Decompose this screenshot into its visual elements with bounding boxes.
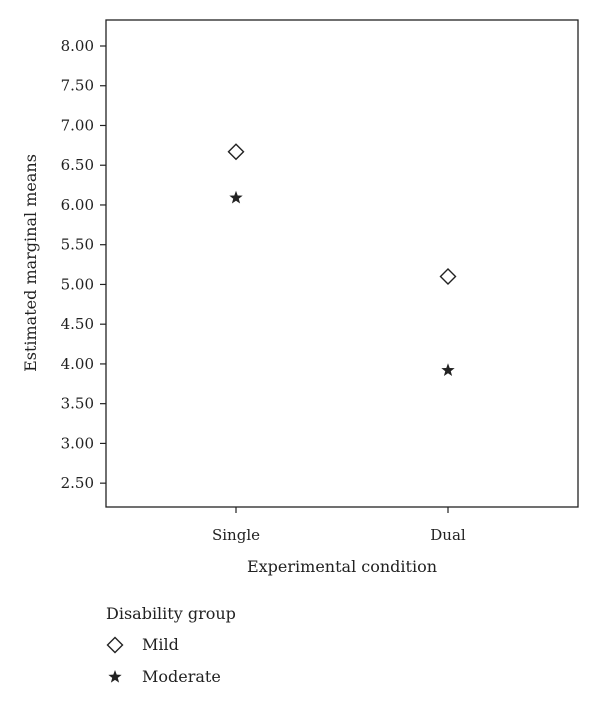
legend-title: Disability group (106, 604, 236, 623)
x-axis-ticks: Single Dual (212, 507, 466, 544)
diamond-icon (106, 636, 124, 654)
y-tick-label: 8.00 (61, 37, 94, 55)
y-axis-title: Estimated marginal means (21, 154, 40, 372)
y-tick-label: 6.50 (61, 156, 94, 174)
y-tick-label: 7.00 (61, 116, 94, 134)
legend-item-moderate: Moderate (108, 667, 221, 686)
y-tick-label: 7.50 (61, 77, 94, 95)
y-tick-label: 2.50 (61, 474, 94, 492)
y-tick-label: 3.00 (61, 434, 94, 452)
y-tick-label: 4.00 (61, 355, 94, 373)
star-point (229, 190, 243, 204)
series-mild (227, 143, 457, 285)
legend-items: Mild Moderate (106, 635, 221, 686)
diamond-point (227, 143, 245, 161)
y-tick-label: 5.00 (61, 275, 94, 293)
legend-label: Mild (142, 635, 179, 654)
series-moderate (229, 190, 455, 376)
y-axis-ticks: 2.50 3.00 3.50 4.00 4.50 5.00 5.50 6.00 6.50 7.00… (61, 37, 106, 492)
x-axis-title: Experimental condition (247, 557, 437, 576)
plot-area-border (105, 19, 579, 508)
data-points (227, 143, 457, 376)
x-tick-label: Dual (430, 526, 466, 544)
y-tick-label: 4.50 (61, 315, 94, 333)
y-tick-label: 3.50 (61, 395, 94, 413)
plot-frame (105, 19, 579, 508)
y-tick-label: 6.00 (61, 196, 94, 214)
legend-label: Moderate (142, 667, 221, 686)
legend-item-mild: Mild (106, 635, 179, 654)
star-icon (108, 670, 122, 683)
y-tick-label: 5.50 (61, 236, 94, 254)
legend: Disability group Mild Moderate (106, 604, 236, 686)
x-tick-label: Single (212, 526, 260, 544)
star-point (441, 363, 455, 376)
diamond-point (439, 268, 457, 285)
